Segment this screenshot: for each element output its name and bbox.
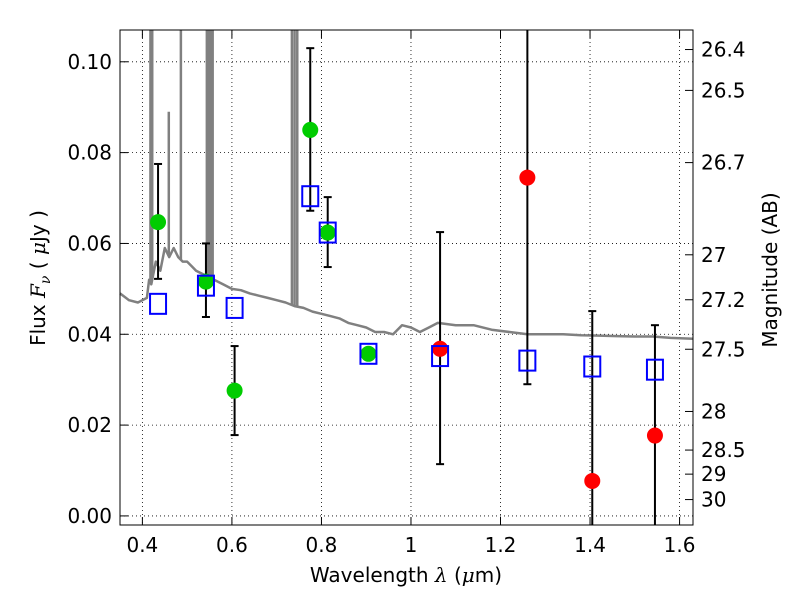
data-point-square bbox=[196, 274, 215, 297]
y-axis-suffix: ( bbox=[26, 255, 50, 276]
data-point-circle bbox=[302, 121, 319, 138]
y-axis-symbol: F bbox=[26, 283, 50, 299]
data-point-square bbox=[225, 296, 244, 319]
error-bar-layer bbox=[154, 30, 659, 525]
data-point-square bbox=[518, 349, 537, 372]
mag-tick-label: 30 bbox=[701, 488, 726, 512]
x-axis-lambda: λ bbox=[434, 563, 448, 587]
x-axis-label: Wavelength λ (μm) bbox=[310, 563, 502, 587]
data-point-circle bbox=[519, 169, 536, 186]
mag-tick-label: 27.2 bbox=[701, 288, 746, 312]
y-tick-label: 0.06 bbox=[67, 231, 112, 255]
x-axis-open: ( bbox=[448, 563, 462, 587]
data-point-circle bbox=[584, 472, 601, 489]
mag-tick-label: 26.7 bbox=[701, 151, 746, 175]
x-tick-label: 1.6 bbox=[664, 533, 696, 557]
x-tick-label: 1 bbox=[405, 533, 418, 557]
data-point-square bbox=[149, 292, 168, 315]
data-point-square bbox=[645, 358, 664, 381]
data-point-circle bbox=[646, 427, 663, 444]
data-point-square bbox=[301, 185, 320, 208]
x-tick-label: 0.6 bbox=[216, 533, 248, 557]
data-point-circle bbox=[432, 340, 449, 357]
y-axis-mu: μ bbox=[26, 242, 50, 255]
y-axis-label-prefix: Flux bbox=[26, 298, 50, 346]
data-point-square bbox=[318, 221, 337, 244]
tick-layer: 0.4 0.6 0.8 1 1.2 1.4 1.6 0.00 0.02 0.04 0.06 0.08 0… bbox=[67, 30, 746, 557]
data-point-circle bbox=[226, 382, 243, 399]
x-axis-unit: m) bbox=[475, 563, 502, 587]
y-tick-label: 0.10 bbox=[67, 50, 112, 74]
data-point-square bbox=[359, 342, 378, 365]
x-tick-label: 1.4 bbox=[574, 533, 606, 557]
mag-tick-label: 29 bbox=[701, 462, 726, 486]
data-point-square bbox=[431, 345, 450, 368]
x-axis-label-prefix: Wavelength bbox=[310, 563, 435, 587]
data-point-square bbox=[583, 355, 602, 378]
data-point-circle bbox=[360, 345, 377, 362]
mag-tick-label: 28.5 bbox=[701, 438, 746, 462]
y-tick-label: 0.00 bbox=[67, 504, 112, 528]
model-sed-line bbox=[119, 246, 694, 341]
mag-tick-label: 26.5 bbox=[701, 78, 746, 102]
mag-tick-label: 27.5 bbox=[701, 337, 746, 361]
mag-tick-label: 28 bbox=[701, 399, 726, 423]
grid-layer bbox=[120, 30, 693, 525]
y-axis-subscript: ν bbox=[38, 275, 54, 284]
x-tick-label: 1.2 bbox=[485, 533, 517, 557]
mag-tick-label: 27 bbox=[701, 243, 726, 267]
y-tick-label: 0.08 bbox=[67, 141, 112, 165]
x-axis-mu: μ bbox=[462, 563, 475, 587]
y2-axis-label: Magnitude (AB) bbox=[758, 192, 782, 347]
marker-layer bbox=[149, 121, 664, 489]
model-sed-layer bbox=[119, 30, 694, 341]
plot-frame bbox=[119, 29, 694, 526]
y-tick-label: 0.04 bbox=[67, 322, 112, 346]
data-point-circle bbox=[150, 214, 167, 231]
x-tick-label: 0.8 bbox=[306, 533, 338, 557]
y-axis-label: Flux Fν ( μJy ) bbox=[26, 210, 54, 346]
y-tick-label: 0.02 bbox=[67, 413, 112, 437]
y-axis-unit: Jy ) bbox=[26, 210, 50, 244]
data-point-circle bbox=[319, 224, 336, 241]
x-tick-label: 0.4 bbox=[126, 533, 158, 557]
mag-tick-label: 26.4 bbox=[701, 38, 746, 62]
